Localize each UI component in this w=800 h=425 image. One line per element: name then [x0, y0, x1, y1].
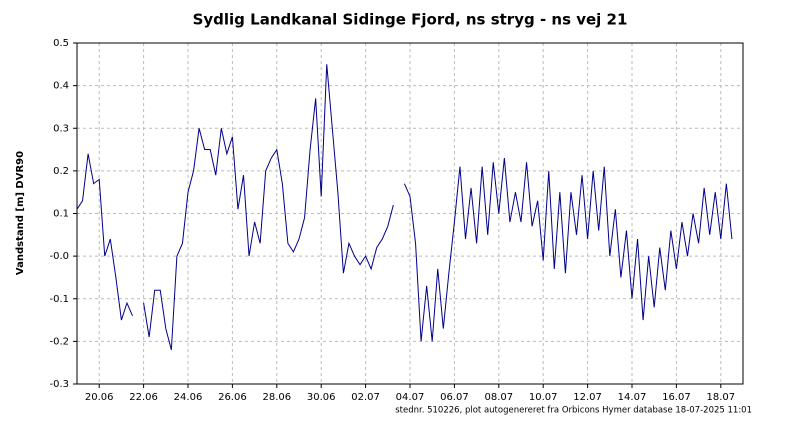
x-tick-label: 04.07: [396, 392, 425, 403]
y-tick-label: 0.3: [53, 123, 69, 134]
data-line: [76, 64, 733, 351]
x-tick-label: 10.07: [529, 392, 558, 403]
x-tick-label: 28.06: [262, 392, 291, 403]
x-tick-label: 16.07: [662, 392, 691, 403]
plot-frame: [76, 42, 744, 385]
y-tick-label: 0.2: [53, 166, 69, 177]
x-tick-label: 06.07: [440, 392, 469, 403]
footnote: stednr. 510226, plot autogenereret fra O…: [395, 406, 752, 416]
y-tick-label: 0.1: [53, 209, 69, 220]
x-tick-label: 30.06: [307, 392, 336, 403]
x-tick-label: 08.07: [484, 392, 513, 403]
y-tick-label: 0.5: [53, 38, 69, 49]
y-tick-label: 0.4: [53, 81, 69, 92]
x-tick-label: 22.06: [129, 392, 158, 403]
y-tick-label: -0.3: [49, 379, 69, 390]
x-tick-label: 18.07: [706, 392, 735, 403]
x-tick-label: 14.07: [618, 392, 647, 403]
y-tick-label: -0.0: [49, 251, 69, 262]
y-axis-label: Vandstand [m] DVR90: [15, 151, 26, 275]
x-tick-label: 12.07: [573, 392, 602, 403]
chart-title: Sydlig Landkanal Sidinge Fjord, ns stryg…: [193, 11, 628, 29]
x-tick-label: 26.06: [218, 392, 247, 403]
x-tick-label: 02.07: [351, 392, 380, 403]
x-tick-label: 24.06: [174, 392, 203, 403]
y-tick-label: -0.1: [49, 294, 69, 305]
x-tick-label: 20.06: [85, 392, 114, 403]
y-tick-label: -0.2: [49, 336, 69, 347]
